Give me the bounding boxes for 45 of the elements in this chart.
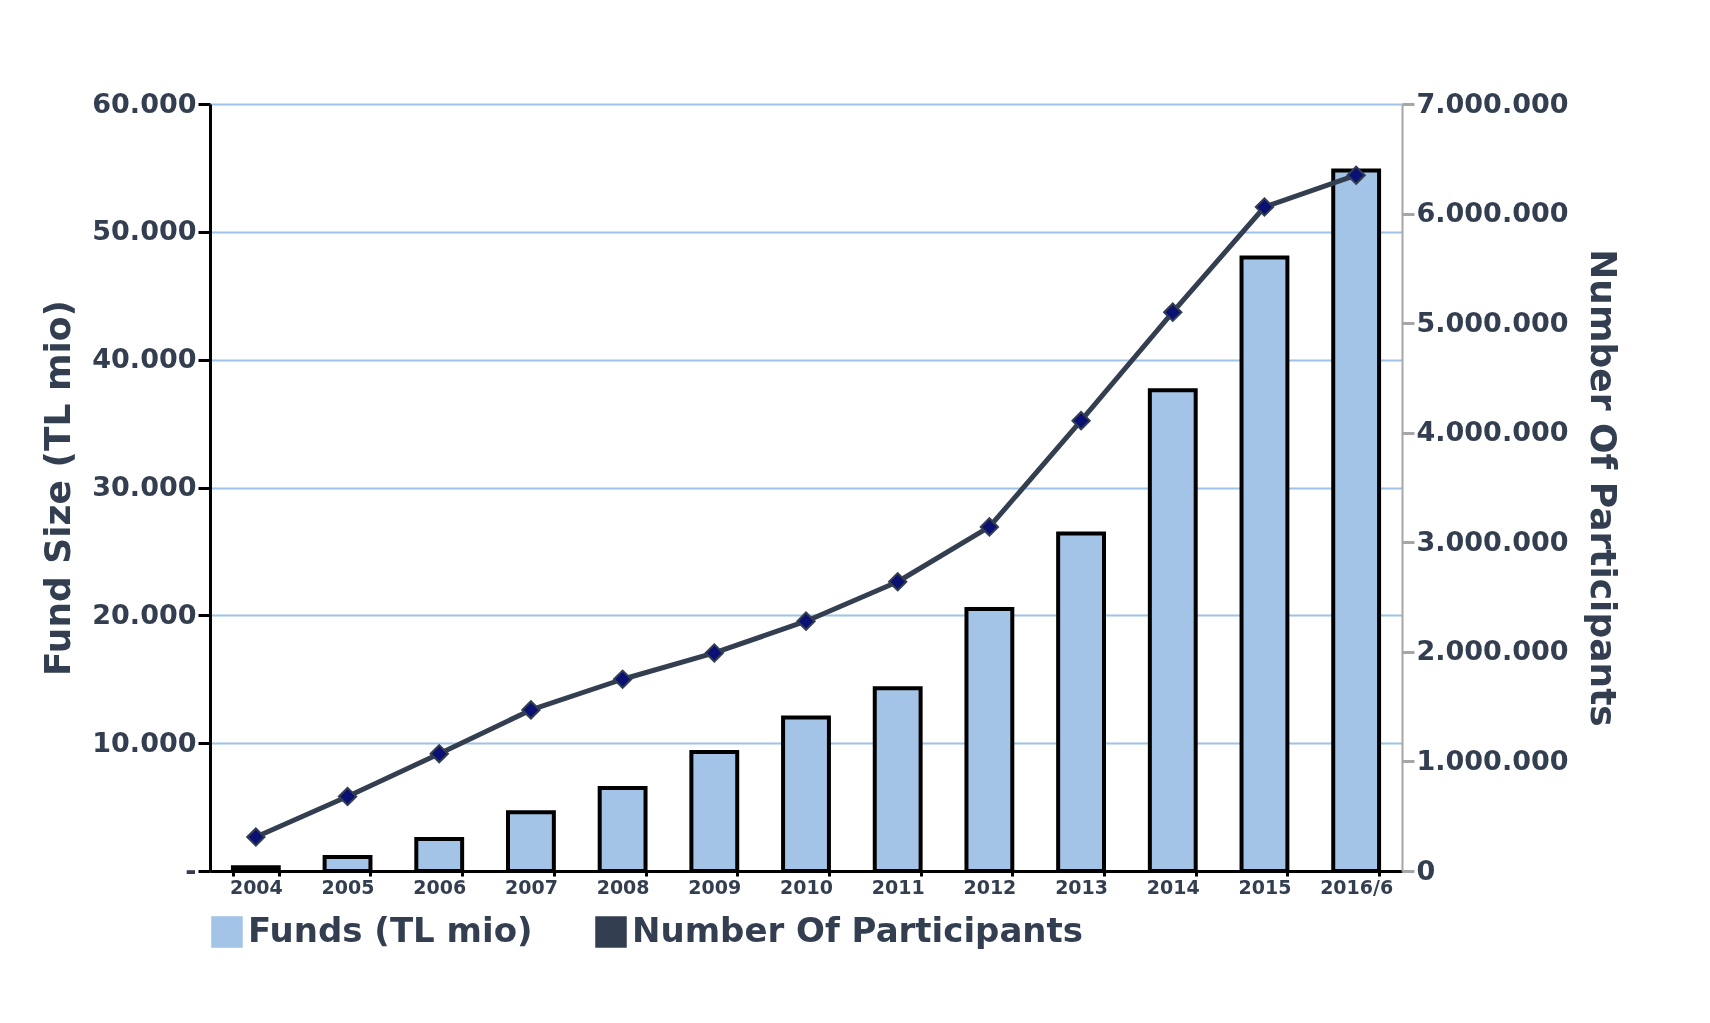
x-tick-label: 2011 [871, 875, 925, 898]
point [979, 517, 1000, 537]
y2-tick-label: 2.000.000 [1416, 635, 1569, 667]
point [1254, 197, 1275, 217]
x-tick-label: 2013 [1055, 875, 1109, 898]
legend-label: Number Of Participants [632, 910, 1084, 950]
y-tick-label: 50.000 [92, 215, 197, 247]
x-tick-label: 2005 [321, 875, 375, 898]
x-tick-label: 2010 [780, 875, 833, 898]
y-tick-label: 20.000 [92, 598, 197, 630]
y-tick-label: 40.000 [92, 343, 197, 375]
y-tick-label: - [185, 854, 197, 886]
y2-tick-label: 7.000.000 [1416, 87, 1569, 119]
point [337, 786, 358, 807]
y2-tick-label: 4.000.000 [1416, 416, 1569, 448]
point [246, 827, 266, 847]
y-tick-label: 10.000 [92, 726, 197, 758]
legend-label: Funds (TL mio) [248, 910, 533, 950]
x-tick-label: 2014 [1146, 875, 1200, 898]
point [521, 700, 541, 720]
x-tick-label: 2004 [229, 875, 283, 898]
point [1346, 165, 1366, 185]
y2-tick-label: 6.000.000 [1416, 197, 1569, 229]
x-tick-label: 2012 [963, 875, 1017, 898]
y2-tick-label: 3.000.000 [1416, 525, 1569, 557]
x-tick-label: 2009 [688, 875, 742, 898]
y2-axis-title: Number Of Participants [1582, 249, 1624, 727]
point [612, 669, 633, 689]
point [704, 643, 724, 663]
point [888, 572, 908, 592]
point [1163, 302, 1183, 322]
point [796, 611, 816, 631]
point [429, 744, 449, 764]
y2-tick-label: 1.000.000 [1416, 744, 1569, 776]
x-tick-label: 2008 [596, 875, 650, 898]
point [1071, 411, 1091, 431]
y2-tick-label: 5.000.000 [1416, 306, 1569, 338]
y-tick-label: 30.000 [92, 471, 197, 502]
x-tick-label: 2007 [504, 875, 558, 898]
x-tick-label: 2016/6 [1320, 875, 1394, 898]
y2-tick-label: 0 [1416, 854, 1436, 886]
y-tick-label: 60.000 [92, 87, 197, 119]
x-tick-label: 2015 [1238, 875, 1292, 898]
y-axis-title: Fund Size (TL mio) [37, 299, 79, 677]
x-tick-label: 2006 [413, 875, 467, 898]
